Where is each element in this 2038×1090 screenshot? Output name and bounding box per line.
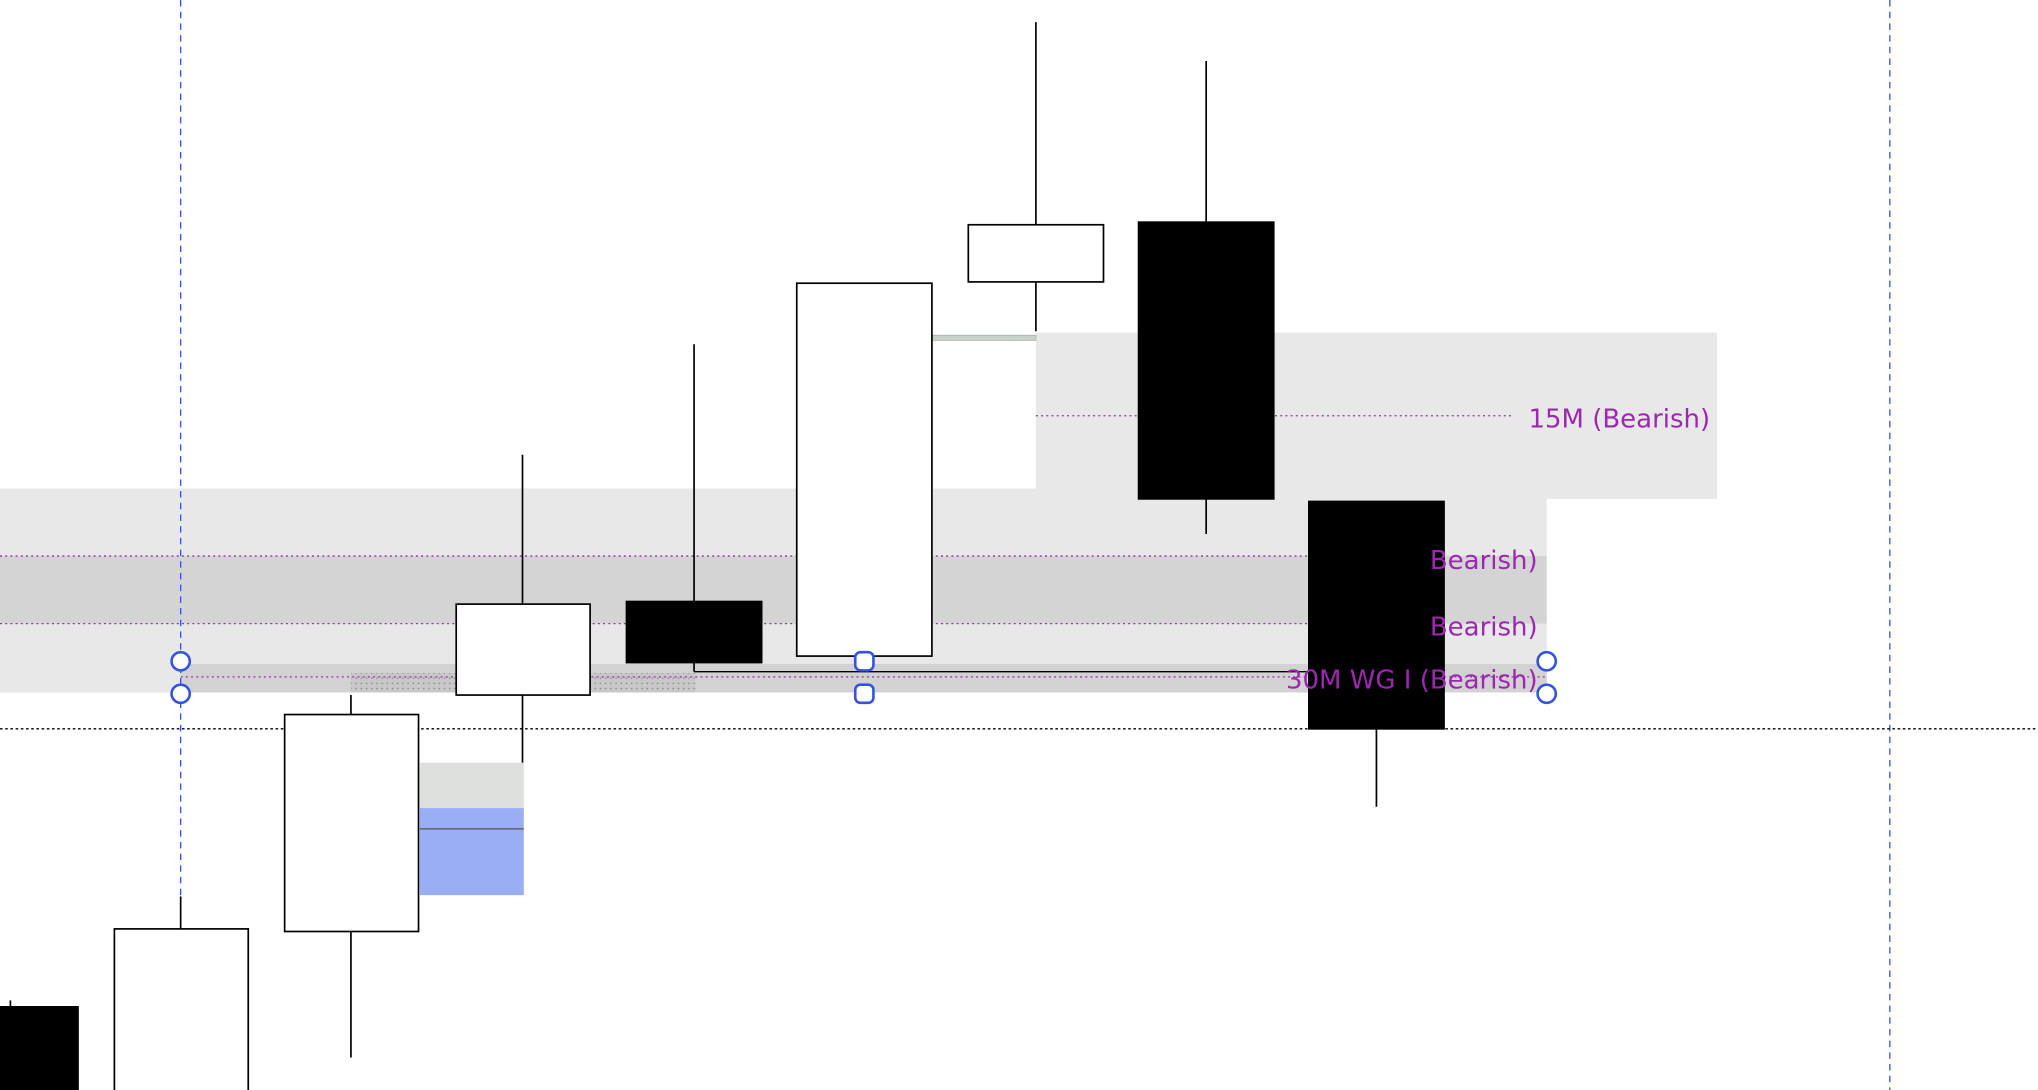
box (419, 808, 524, 896)
box (419, 762, 524, 809)
level-lines (0, 415, 1547, 678)
zone-label: 30M WG I (Bearish) (1286, 666, 1538, 696)
zone-label: Bearish) (1430, 612, 1538, 642)
marker (931, 334, 1037, 341)
zone-label: 15M (Bearish) (1529, 404, 1711, 434)
zone (0, 556, 1547, 624)
handles[interactable] (170, 650, 1558, 705)
zone-label: Bearish) (1430, 546, 1538, 576)
candles (0, 22, 1275, 1090)
candles (1307, 500, 1445, 807)
